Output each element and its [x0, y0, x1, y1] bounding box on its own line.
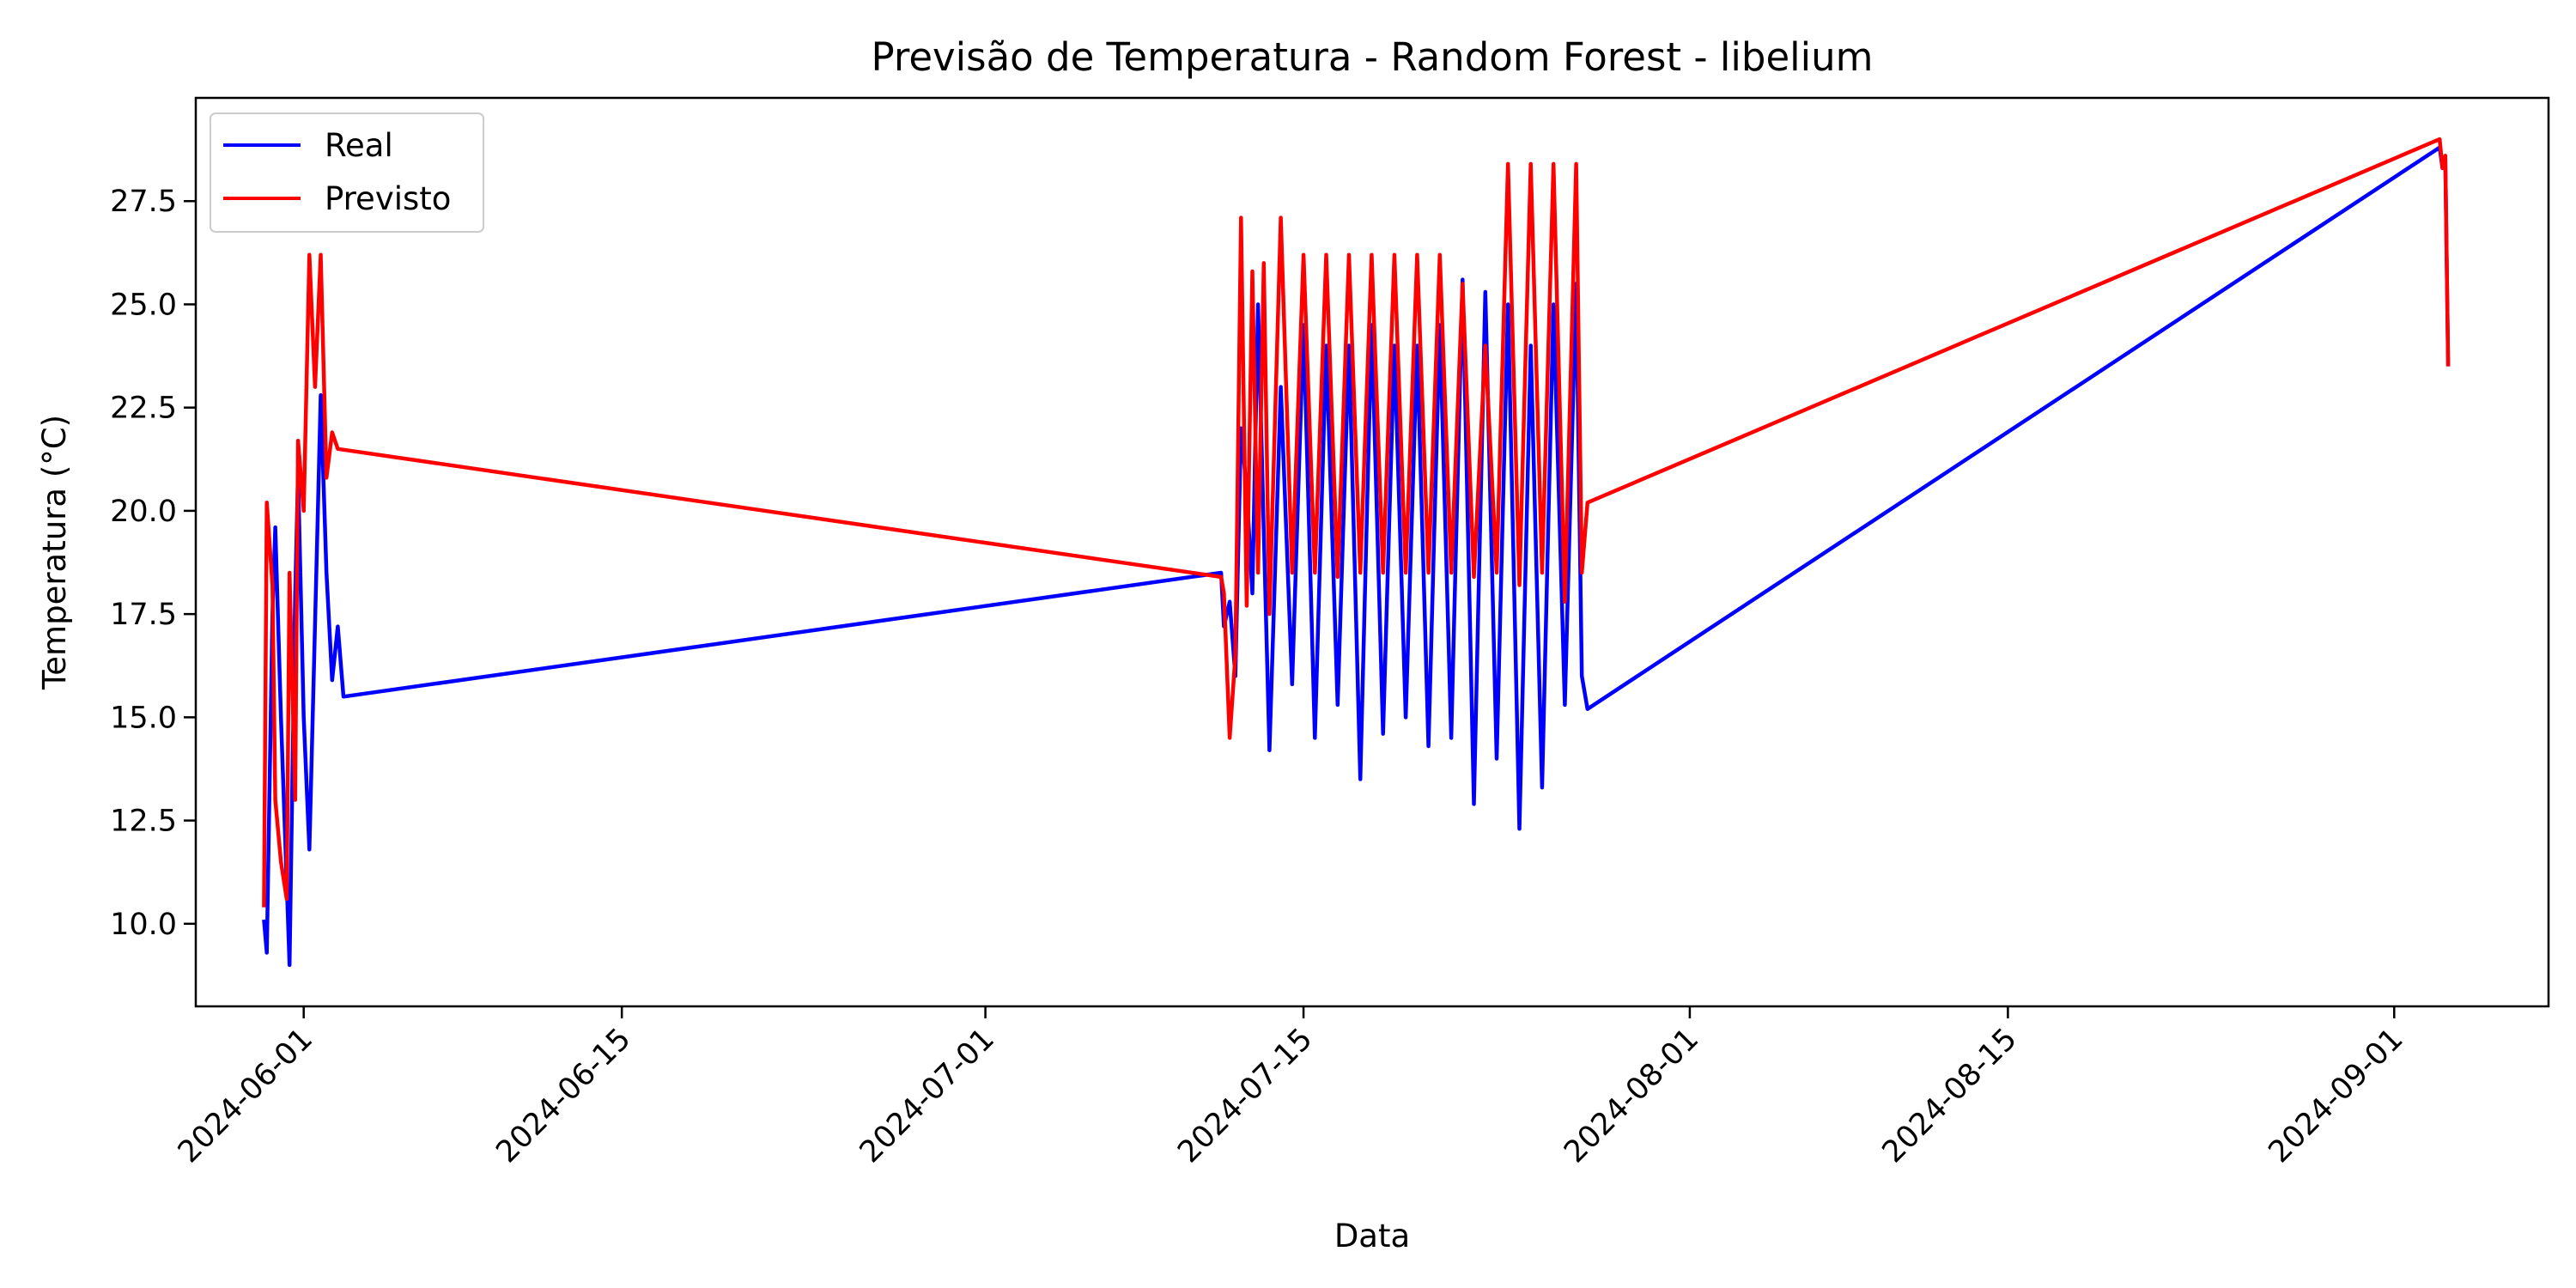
y-tick-label: 25.0: [110, 288, 177, 322]
y-tick-label: 12.5: [110, 805, 177, 839]
plot-area: [262, 137, 2451, 968]
series-line-real: [262, 145, 2451, 968]
series-line-previsto: [262, 137, 2451, 908]
plot-frame: [194, 96, 2550, 1008]
legend: Real Previsto: [210, 112, 484, 233]
y-tick-label: 22.5: [110, 392, 177, 426]
chart-title: Previsão de Temperatura - Random Forest …: [871, 34, 1873, 80]
y-tick-label: 10.0: [110, 908, 177, 942]
y-tick-label: 20.0: [110, 495, 177, 529]
y-axis-label: Temperatura (°C): [36, 415, 73, 690]
y-tick-label: 15.0: [110, 701, 177, 735]
legend-label-previsto: Previsto: [325, 180, 451, 217]
x-axis-label: Data: [1334, 1218, 1410, 1255]
y-tick-label: 17.5: [110, 598, 177, 632]
y-tick-label: 27.5: [110, 185, 177, 219]
legend-box: [210, 112, 484, 233]
legend-label-real: Real: [325, 127, 393, 164]
